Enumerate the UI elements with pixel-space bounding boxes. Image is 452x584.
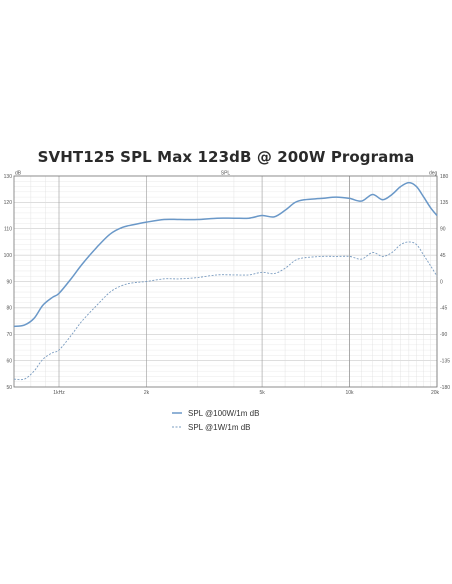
y-tick-label: 70 [6, 332, 12, 338]
chart-subtitle: SPL [221, 171, 231, 177]
legend-swatch-dashed [172, 426, 182, 428]
x-tick-label: 5k [259, 390, 265, 396]
legend: SPL @100W/1m dB SPL @1W/1m dB [172, 406, 259, 434]
y2-tick-label: 180 [440, 174, 449, 180]
y2-tick-label: 45 [440, 253, 446, 259]
legend-label: SPL @100W/1m dB [188, 408, 260, 418]
chart-title: SVHT125 SPL Max 123dB @ 200W Programa [37, 148, 415, 166]
grid-lines [13, 175, 438, 388]
y-tick-label: 60 [6, 358, 12, 364]
series-line-spl-100w [13, 181, 438, 328]
y2-tick-label: -45 [440, 306, 447, 312]
legend-item: SPL @1W/1m dB [172, 420, 259, 434]
y2-axis-label: deg [429, 171, 438, 177]
y-axis-label: dB [15, 171, 22, 177]
y2-tick-label: -135 [440, 358, 450, 364]
y-tick-label: 110 [4, 227, 12, 233]
axis-ticks: 1kHz 2k 5k 10k 20k 50 60 70 80 90 100 110 120 130 -180… [4, 174, 451, 396]
legend-item: SPL @100W/1m dB [172, 406, 259, 420]
y2-tick-label: -180 [440, 385, 450, 391]
series-line-spl-1w [13, 241, 438, 381]
y2-tick-label: -90 [440, 332, 447, 338]
y-tick-label: 120 [4, 200, 13, 206]
chart: 1kHz 2k 5k 10k 20k 50 60 70 80 90 100 110 120 130 -180… [4, 171, 451, 397]
y2-tick-label: 0 [440, 279, 443, 285]
legend-label: SPL @1W/1m dB [188, 422, 251, 432]
y2-tick-label: 135 [440, 200, 449, 206]
series-lines [13, 181, 438, 381]
y2-tick-label: 90 [440, 227, 446, 233]
legend-swatch-solid [172, 412, 182, 414]
y-tick-label: 50 [6, 385, 12, 391]
x-tick-label: 20k [431, 390, 440, 396]
x-tick-label: 10k [346, 390, 355, 396]
y-tick-label: 80 [6, 306, 12, 312]
y-tick-label: 130 [4, 174, 13, 180]
y-tick-label: 90 [6, 279, 12, 285]
x-tick-label: 2k [144, 390, 150, 396]
plot-frame [13, 175, 438, 388]
y-tick-label: 100 [4, 253, 13, 259]
x-tick-label: 1kHz [53, 390, 65, 396]
